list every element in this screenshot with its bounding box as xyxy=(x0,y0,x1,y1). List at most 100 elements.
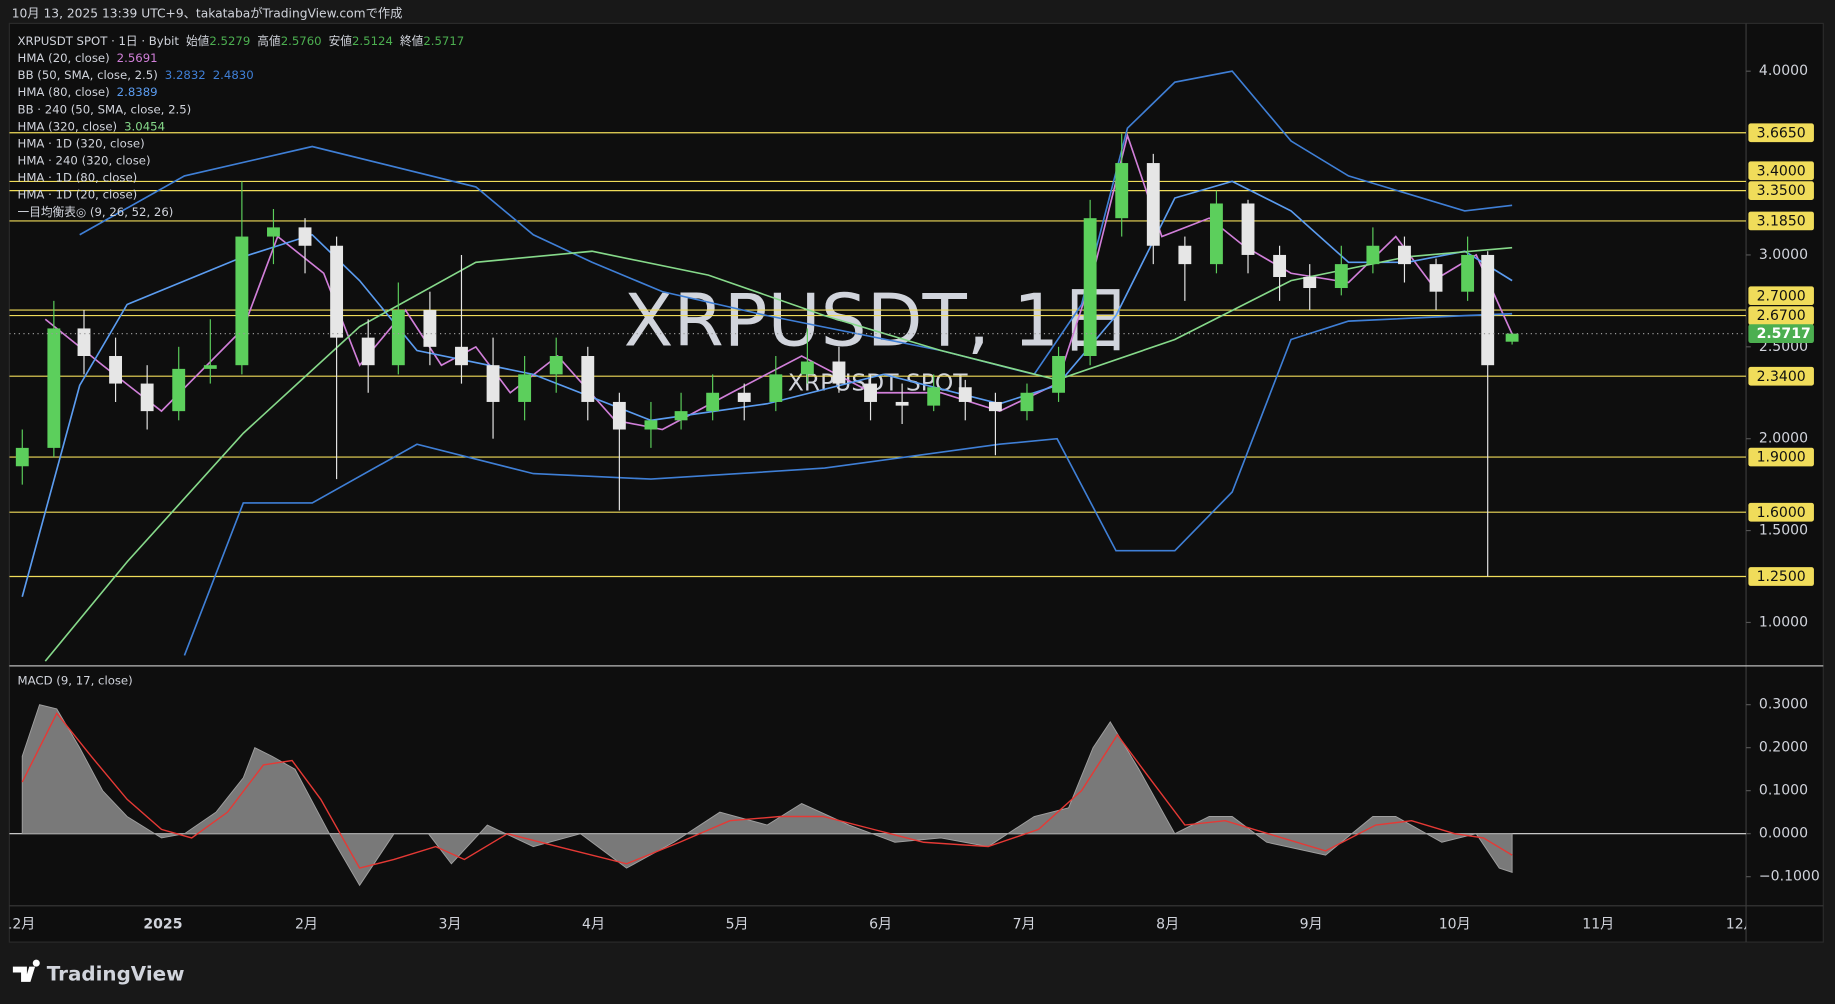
candle-body xyxy=(800,361,814,375)
level-label: 3.3500 xyxy=(1757,183,1806,199)
candle-body xyxy=(1303,276,1317,289)
header-title: 10月 13, 2025 13:39 UTC+9、takatabaがTradin… xyxy=(12,6,403,21)
candle-body xyxy=(832,361,846,384)
x-tick-label: 2月 xyxy=(295,917,318,933)
candle-body xyxy=(15,447,29,467)
candle-body xyxy=(203,365,217,369)
legend-row: HMA · 1D (20, close) xyxy=(18,187,138,201)
x-tick-label: 7月 xyxy=(1013,917,1036,933)
macd-y-tick-label: −0.1000 xyxy=(1759,869,1820,885)
price-scale: 4.00003.00002.50002.00001.50001.00003.66… xyxy=(1746,63,1820,885)
level-label-box xyxy=(1748,123,1814,143)
candle-body xyxy=(1461,254,1475,292)
x-tick-label: 8月 xyxy=(1156,917,1179,933)
level-label: 1.6000 xyxy=(1757,505,1806,521)
candle-body xyxy=(391,310,405,366)
chart-frame xyxy=(8,22,1824,943)
candle-body xyxy=(958,387,972,402)
candle-body xyxy=(674,411,688,421)
level-label-box xyxy=(1748,211,1814,231)
signal-line xyxy=(21,711,1513,869)
legend-ohlc-value: 2.5124 xyxy=(352,33,393,47)
y-tick-label: 4.0000 xyxy=(1759,63,1808,79)
level-label: 2.3400 xyxy=(1757,369,1806,385)
level-label-box xyxy=(1748,306,1814,325)
candle-body xyxy=(518,374,532,402)
x-tick-label: 12月 xyxy=(3,917,35,933)
time-axis: 12月 2025 2月 3月 4月 5月 6月 7月 8月 9月 10月 11月 12月 xyxy=(3,917,1746,933)
macd-pane xyxy=(9,704,1747,887)
candle-body xyxy=(1273,254,1287,277)
last-price-box xyxy=(1748,324,1814,344)
legend-row: HMA (80, close) 2.8389 xyxy=(18,85,158,99)
candle-body xyxy=(1429,264,1443,292)
candle-body xyxy=(1020,392,1034,412)
level-label: 1.9000 xyxy=(1757,450,1806,466)
legend-ohlc-label: 始値 xyxy=(186,33,210,47)
legend-row: XRPUSDT SPOT · 1日 · Bybit 始値2.5279 高値2.576… xyxy=(18,33,465,47)
macd-y-tick-label: 0.1000 xyxy=(1759,783,1808,799)
level-label-box xyxy=(1748,447,1814,467)
legend-indicator-name: BB · 240 (50, SMA, close, 2.5) xyxy=(18,102,192,116)
legend-ohlc-value: 2.5760 xyxy=(281,33,322,47)
legend-ohlc-value: 2.5279 xyxy=(209,33,250,47)
level-label-box xyxy=(1748,181,1814,200)
price-pane xyxy=(9,70,1747,662)
x-tick-label: 6月 xyxy=(869,917,892,933)
candle-body xyxy=(581,356,595,402)
watermark: XRPUSDT, 1日 xyxy=(624,279,1132,363)
macd-y-tick-label: 0.2000 xyxy=(1759,740,1808,756)
legend-row: HMA · 1D (320, close) xyxy=(18,136,145,150)
candle-body xyxy=(1505,333,1519,342)
candle-body xyxy=(109,356,123,384)
x-tick-label: 9月 xyxy=(1300,917,1323,933)
candle-body xyxy=(927,387,941,406)
indicator-line xyxy=(44,132,1513,431)
x-tick-label: 11月 xyxy=(1582,917,1614,933)
candle-body xyxy=(706,392,720,412)
candle-body xyxy=(1398,245,1411,265)
legend-ohlc-label: 安値 xyxy=(329,33,353,47)
legend-row: HMA · 1D (80, close) xyxy=(18,170,138,184)
candle-body xyxy=(1146,163,1160,246)
legend-indicator-name: HMA · 1D (80, close) xyxy=(18,170,138,184)
candle-body xyxy=(737,392,751,402)
legend-indicator-value: 3.2832 xyxy=(165,68,206,82)
level-label: 2.6700 xyxy=(1757,308,1806,324)
legend-row: HMA (20, close) 2.5691 xyxy=(18,51,158,65)
candle-body xyxy=(864,383,877,402)
legend-indicator-value: 3.0454 xyxy=(124,119,165,133)
y-tick-label: 1.0000 xyxy=(1759,614,1808,630)
level-label-box xyxy=(1748,502,1814,522)
legend-row: BB (50, SMA, close, 2.5) 3.2832 2.4830 xyxy=(18,68,254,82)
legend-indicator-name: HMA · 1D (320, close) xyxy=(18,136,145,150)
legend-row: BB · 240 (50, SMA, close, 2.5) xyxy=(18,102,192,116)
x-tick-label: 3月 xyxy=(439,917,462,933)
candle-body xyxy=(140,383,154,412)
candle-body xyxy=(895,401,909,406)
logo-icon xyxy=(12,959,40,982)
candle-body xyxy=(1241,203,1255,255)
level-label: 3.4000 xyxy=(1757,163,1806,179)
level-label-box xyxy=(1748,366,1814,386)
legend-indicator-name: 一目均衡表◎ (9, 26, 52, 26) xyxy=(18,204,174,218)
level-label: 3.6650 xyxy=(1757,125,1806,141)
legend-ohlc-label: 終値 xyxy=(400,33,424,47)
macd-area xyxy=(21,704,1513,887)
candle-body xyxy=(549,356,563,375)
legend-indicator-name: HMA · 240 (320, close) xyxy=(18,153,151,167)
footer-logo: TradingView xyxy=(12,959,185,985)
candle-body xyxy=(455,346,468,366)
legend-indicator-name: HMA (20, close) xyxy=(18,51,110,65)
legend-indicator-value: 2.8389 xyxy=(117,85,158,99)
legend-indicator-name: HMA (320, close) xyxy=(18,119,118,133)
candle-body xyxy=(644,420,658,430)
legend-row: HMA (320, close) 3.0454 xyxy=(18,119,165,133)
logo-text: TradingView xyxy=(47,962,185,985)
y-tick-label: 3.0000 xyxy=(1759,247,1808,263)
indicator-line xyxy=(183,312,1513,656)
indicator-line xyxy=(21,180,1513,597)
level-label-box xyxy=(1748,567,1814,586)
